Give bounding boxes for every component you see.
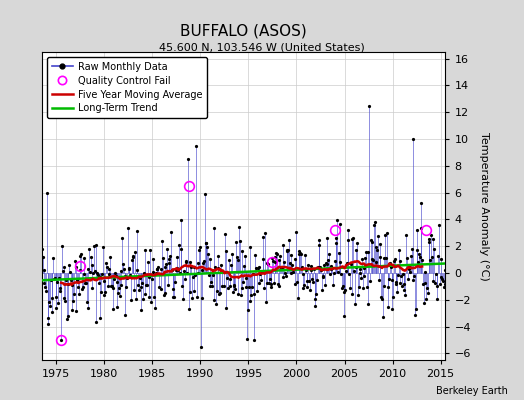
Title: BUFFALO (ASOS): BUFFALO (ASOS)	[180, 23, 307, 38]
Text: Berkeley Earth: Berkeley Earth	[436, 386, 508, 396]
Y-axis label: Temperature Anomaly (°C): Temperature Anomaly (°C)	[479, 132, 489, 280]
Text: 45.600 N, 103.546 W (United States): 45.600 N, 103.546 W (United States)	[159, 42, 365, 52]
Legend: Raw Monthly Data, Quality Control Fail, Five Year Moving Average, Long-Term Tren: Raw Monthly Data, Quality Control Fail, …	[47, 57, 208, 118]
